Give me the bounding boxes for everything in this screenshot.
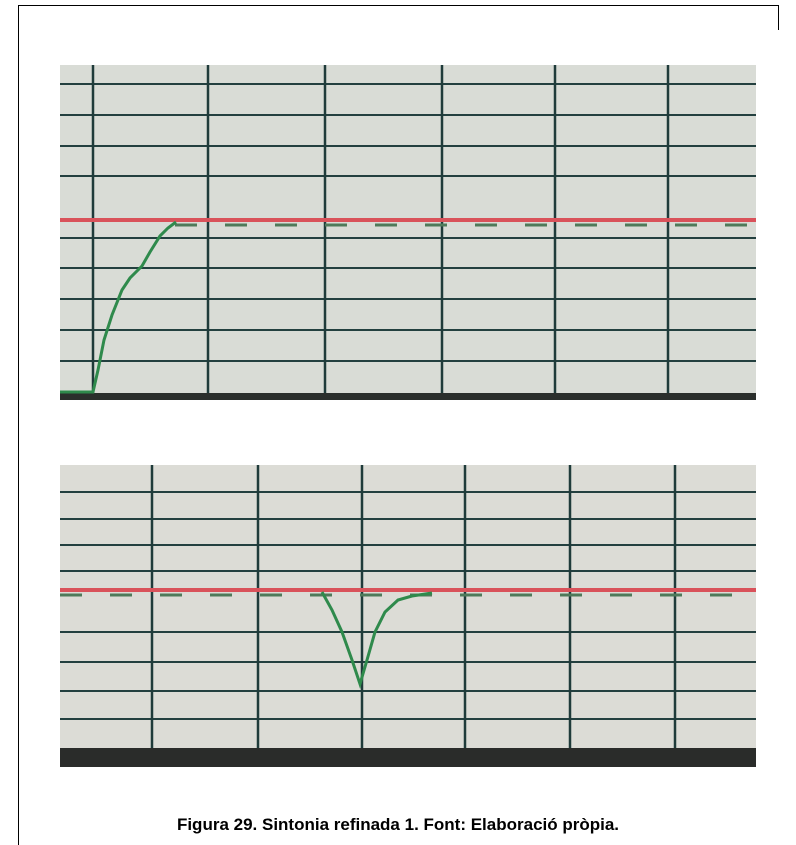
screen-edge [60, 748, 756, 767]
figure-caption: Figura 29. Sintonia refinada 1. Font: El… [177, 815, 619, 834]
screen-background [60, 465, 756, 767]
page: Figura 29. Sintonia refinada 1. Font: El… [0, 0, 796, 845]
screen-photo [60, 465, 756, 767]
screen-edge [60, 393, 756, 400]
document: Figura 29. Sintonia refinada 1. Font: El… [0, 0, 796, 845]
screen-photo [60, 65, 756, 400]
